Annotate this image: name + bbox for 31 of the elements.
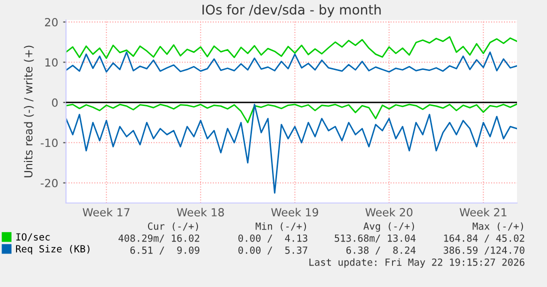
text: Last update: Fri May 22 19:15:27 2026 xyxy=(309,258,524,268)
text: 6.38 / 8.24 xyxy=(346,246,416,255)
text: 386.59 /124.70 xyxy=(444,246,524,255)
y-axis-title: Units read (-) / write (+) xyxy=(24,46,34,178)
x-tick-label: Week 20 xyxy=(365,208,412,216)
y-tick-label: -10 xyxy=(40,138,58,148)
legend-label: IO/sec xyxy=(16,233,50,242)
line-series xyxy=(66,51,517,73)
y-tick-label: 0 xyxy=(52,98,58,107)
y-tick-label: 20 xyxy=(45,18,58,26)
x-tick-label: Week 18 xyxy=(176,208,224,216)
text: Cur (-/+) xyxy=(148,222,198,231)
text: 0.00 / 4.13 xyxy=(238,234,308,243)
x-tick-label: Week 19 xyxy=(271,208,318,216)
x-tick-label: Week 21 xyxy=(460,208,506,216)
y-tick-label: 10 xyxy=(45,58,58,67)
chart-title: IOs for /dev/sda - by month xyxy=(202,4,381,18)
x-tick-label: Week 17 xyxy=(82,208,130,216)
line-series xyxy=(66,103,517,124)
text: 164.84 / 45.02 xyxy=(444,234,524,243)
text: Avg (-/+) xyxy=(364,222,414,232)
text: 408.29m/ 16.02 xyxy=(118,234,200,243)
y-tick-label: -20 xyxy=(40,178,58,188)
line-series xyxy=(66,104,517,194)
legend-label: Req Size (KB) xyxy=(16,244,90,254)
text: 6.51 / 9.09 xyxy=(130,246,200,255)
line-series xyxy=(66,36,517,59)
text: 0.00 / 5.37 xyxy=(238,246,308,255)
text: Max (-/+) xyxy=(472,222,523,231)
text: Min (-/+) xyxy=(256,222,306,231)
text: 513.68m/ 13.04 xyxy=(334,234,416,243)
